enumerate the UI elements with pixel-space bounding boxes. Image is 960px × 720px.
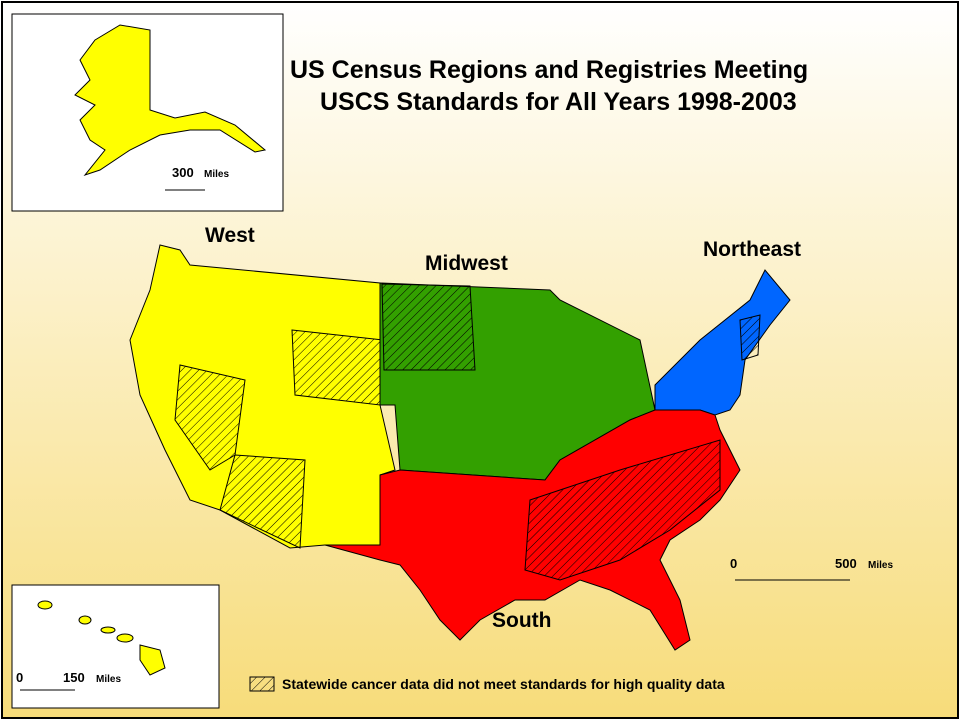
title-line2: USCS Standards for All Years 1998-2003 (320, 88, 797, 116)
scale-unit: Miles (868, 560, 893, 571)
scale-unit: Miles (96, 674, 121, 685)
hatched-state (219, 454, 306, 549)
hatched-state (739, 314, 761, 361)
legend-swatch (249, 676, 275, 692)
region-label: South (492, 609, 551, 632)
scale-distance: 300 (172, 165, 194, 180)
hatched-state (174, 364, 246, 471)
scale-distance: 150 (63, 670, 85, 685)
scale-start: 0 (16, 670, 23, 685)
scale-start: 0 (730, 556, 737, 571)
region-label: West (205, 224, 255, 247)
region-label: Northeast (703, 238, 801, 261)
hatched-state (381, 283, 476, 371)
hatched-state (291, 329, 384, 406)
title-line1: US Census Regions and Registries Meeting (290, 56, 808, 84)
scale-distance: 500 (835, 556, 857, 571)
alaska (74, 24, 267, 177)
scale-unit: Miles (204, 169, 229, 180)
legend-text: Statewide cancer data did not meet stand… (282, 676, 725, 692)
hawaii (37, 600, 166, 676)
region-label: Midwest (425, 252, 508, 275)
hatched-state (524, 439, 721, 581)
